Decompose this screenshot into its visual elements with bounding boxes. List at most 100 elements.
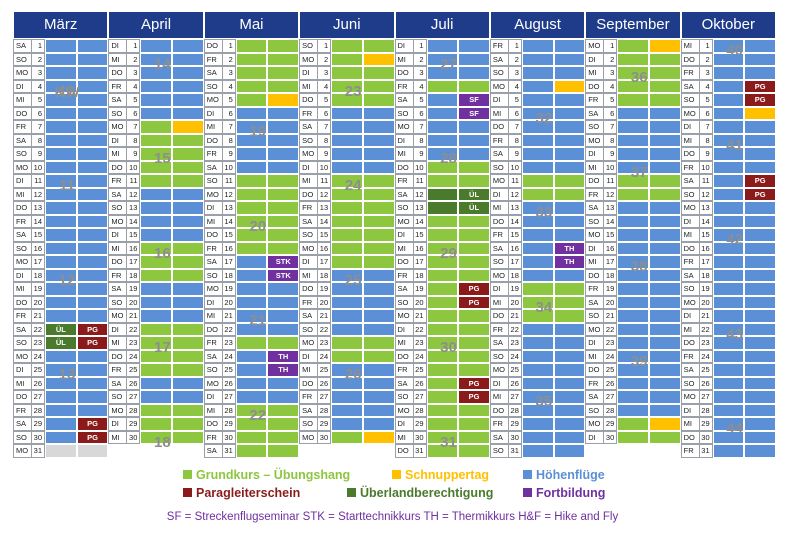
activity-cell bbox=[362, 430, 395, 444]
activity-cell bbox=[458, 268, 490, 282]
activity-cell bbox=[458, 430, 490, 444]
day-number: 9 bbox=[32, 147, 45, 161]
day-number: 4 bbox=[508, 79, 522, 93]
day-number: 5 bbox=[318, 93, 332, 107]
weekday-label: DI bbox=[585, 52, 605, 66]
day-number: 30 bbox=[318, 430, 332, 444]
weekday-label: MI bbox=[489, 390, 509, 404]
weekday-label: SA bbox=[394, 93, 414, 107]
day-number: 31 bbox=[32, 444, 45, 458]
activity-cell bbox=[76, 133, 109, 147]
weekday-label: SO bbox=[489, 349, 509, 363]
day-number: 24 bbox=[32, 349, 45, 363]
activity-cell bbox=[267, 201, 300, 215]
activity-cell bbox=[458, 52, 490, 66]
day-number: 12 bbox=[604, 187, 618, 201]
activity-cell bbox=[331, 187, 363, 201]
day-number: 14 bbox=[508, 214, 522, 228]
activity-cell bbox=[140, 106, 173, 120]
day-number: 17 bbox=[32, 255, 45, 269]
day-number: 18 bbox=[32, 268, 45, 282]
activity-cell bbox=[521, 376, 554, 390]
day-number: 20 bbox=[699, 295, 713, 309]
month-header: September bbox=[586, 12, 680, 38]
weekday-label: DI bbox=[680, 309, 700, 323]
day-number: 30 bbox=[699, 430, 713, 444]
weekday-label: FR bbox=[203, 336, 223, 350]
activity-cell bbox=[712, 268, 745, 282]
weekday-label: DO bbox=[299, 282, 319, 296]
day-number: 6 bbox=[318, 106, 332, 120]
weekday-label: DO bbox=[585, 268, 605, 282]
activity-cell bbox=[172, 322, 204, 336]
activity-cell bbox=[140, 160, 173, 174]
activity-cell bbox=[331, 403, 363, 417]
weekday-label: DI bbox=[108, 39, 128, 53]
activity-cell bbox=[617, 336, 649, 350]
activity-cell bbox=[76, 444, 109, 458]
weekday-label: DO bbox=[680, 336, 700, 350]
weekday-label: SO bbox=[108, 390, 128, 404]
weekday-label: SO bbox=[13, 430, 32, 444]
weekday-label: SO bbox=[680, 376, 700, 390]
activity-cell bbox=[744, 52, 776, 66]
activity-cell bbox=[267, 444, 300, 458]
activity-cell bbox=[744, 255, 776, 269]
activity-cell bbox=[76, 390, 109, 404]
activity-cell bbox=[521, 417, 554, 431]
activity-cell bbox=[362, 201, 395, 215]
weekday-label: SA bbox=[203, 66, 223, 80]
day-number: 1 bbox=[127, 39, 141, 53]
activity-cell bbox=[712, 214, 745, 228]
activity-cell bbox=[617, 403, 649, 417]
day-number: 20 bbox=[413, 295, 427, 309]
activity-cell bbox=[235, 133, 268, 147]
activity-cell bbox=[267, 160, 300, 174]
activity-cell bbox=[76, 174, 109, 188]
activity-cell bbox=[426, 79, 459, 93]
activity-cell bbox=[45, 363, 77, 377]
weekday-label: DO bbox=[13, 295, 32, 309]
weekday-label: SA bbox=[108, 187, 128, 201]
activity-cell bbox=[553, 444, 586, 458]
activity-cell bbox=[76, 403, 109, 417]
activity-cell bbox=[172, 349, 204, 363]
activity-cell bbox=[45, 376, 77, 390]
weekday-label: FR bbox=[489, 417, 509, 431]
course-tag: PG bbox=[744, 93, 776, 107]
weekday-label: MO bbox=[299, 336, 319, 350]
day-number: 7 bbox=[604, 120, 618, 134]
activity-cell bbox=[362, 268, 395, 282]
activity-cell bbox=[172, 52, 204, 66]
activity-cell bbox=[458, 120, 490, 134]
activity-cell bbox=[712, 363, 745, 377]
weekday-label: MI bbox=[680, 228, 700, 242]
weekday-label: FR bbox=[299, 390, 319, 404]
activity-cell bbox=[172, 268, 204, 282]
activity-cell bbox=[267, 79, 300, 93]
course-tag: PG bbox=[744, 79, 776, 93]
activity-cell bbox=[362, 322, 395, 336]
activity-cell bbox=[140, 52, 173, 66]
day-number: 24 bbox=[222, 349, 236, 363]
day-number: 14 bbox=[222, 214, 236, 228]
day-number: 28 bbox=[699, 403, 713, 417]
activity-cell bbox=[76, 106, 109, 120]
weekday-label: MI bbox=[13, 282, 32, 296]
activity-cell bbox=[172, 403, 204, 417]
activity-cell bbox=[76, 282, 109, 296]
activity-cell bbox=[553, 79, 586, 93]
activity-cell bbox=[172, 295, 204, 309]
day-number: 5 bbox=[413, 93, 427, 107]
activity-cell bbox=[458, 322, 490, 336]
activity-cell bbox=[267, 187, 300, 201]
course-tag: PG bbox=[458, 390, 490, 404]
activity-cell bbox=[362, 106, 395, 120]
day-number: 7 bbox=[222, 120, 236, 134]
activity-cell bbox=[744, 120, 776, 134]
day-number: 22 bbox=[222, 322, 236, 336]
weekday-label: SO bbox=[585, 120, 605, 134]
activity-cell bbox=[172, 336, 204, 350]
activity-cell bbox=[648, 282, 681, 296]
activity-cell bbox=[172, 363, 204, 377]
